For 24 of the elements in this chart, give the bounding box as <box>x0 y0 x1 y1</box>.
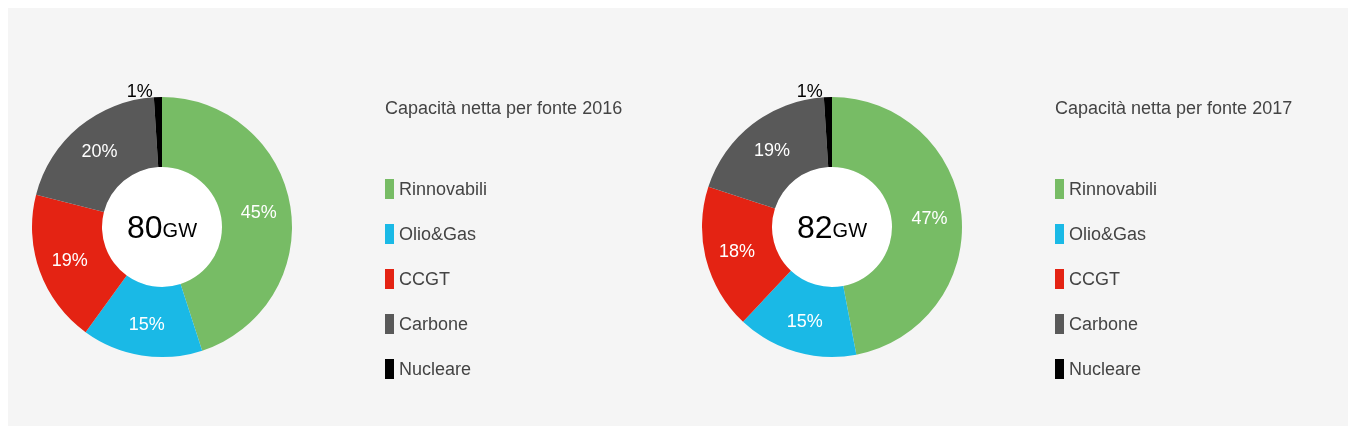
data-label: 1% <box>796 81 823 102</box>
legend-label: CCGT <box>399 269 450 289</box>
legend-label: Carbone <box>1069 314 1139 334</box>
text: Capacità netta per fonte 2016 <box>385 98 623 118</box>
legend-label: Olio&Gas <box>1069 224 1147 244</box>
data-label: 19% <box>51 250 88 271</box>
text: 80GW <box>126 209 198 245</box>
data-label: 47% <box>911 207 948 228</box>
legend-label: Olio&Gas <box>399 224 477 244</box>
data-label: 18% <box>719 241 756 262</box>
text: 82GW <box>796 209 868 245</box>
legend-label: CCGT <box>1069 269 1120 289</box>
legend-label: Rinnovabili <box>1069 179 1158 199</box>
data-label: 1% <box>126 81 153 102</box>
data-label: 45% <box>240 201 277 222</box>
data-label: 15% <box>128 313 165 334</box>
data-label: 19% <box>753 139 790 160</box>
text: Capacità netta per fonte 2017 <box>1055 98 1293 118</box>
legend-label: Rinnovabili <box>399 179 488 199</box>
legend-label: Nucleare <box>1069 359 1142 379</box>
data-label: 15% <box>786 311 823 332</box>
data-label: 20% <box>81 141 118 162</box>
legend-label: Carbone <box>399 314 469 334</box>
legend-label: Nucleare <box>399 359 472 379</box>
